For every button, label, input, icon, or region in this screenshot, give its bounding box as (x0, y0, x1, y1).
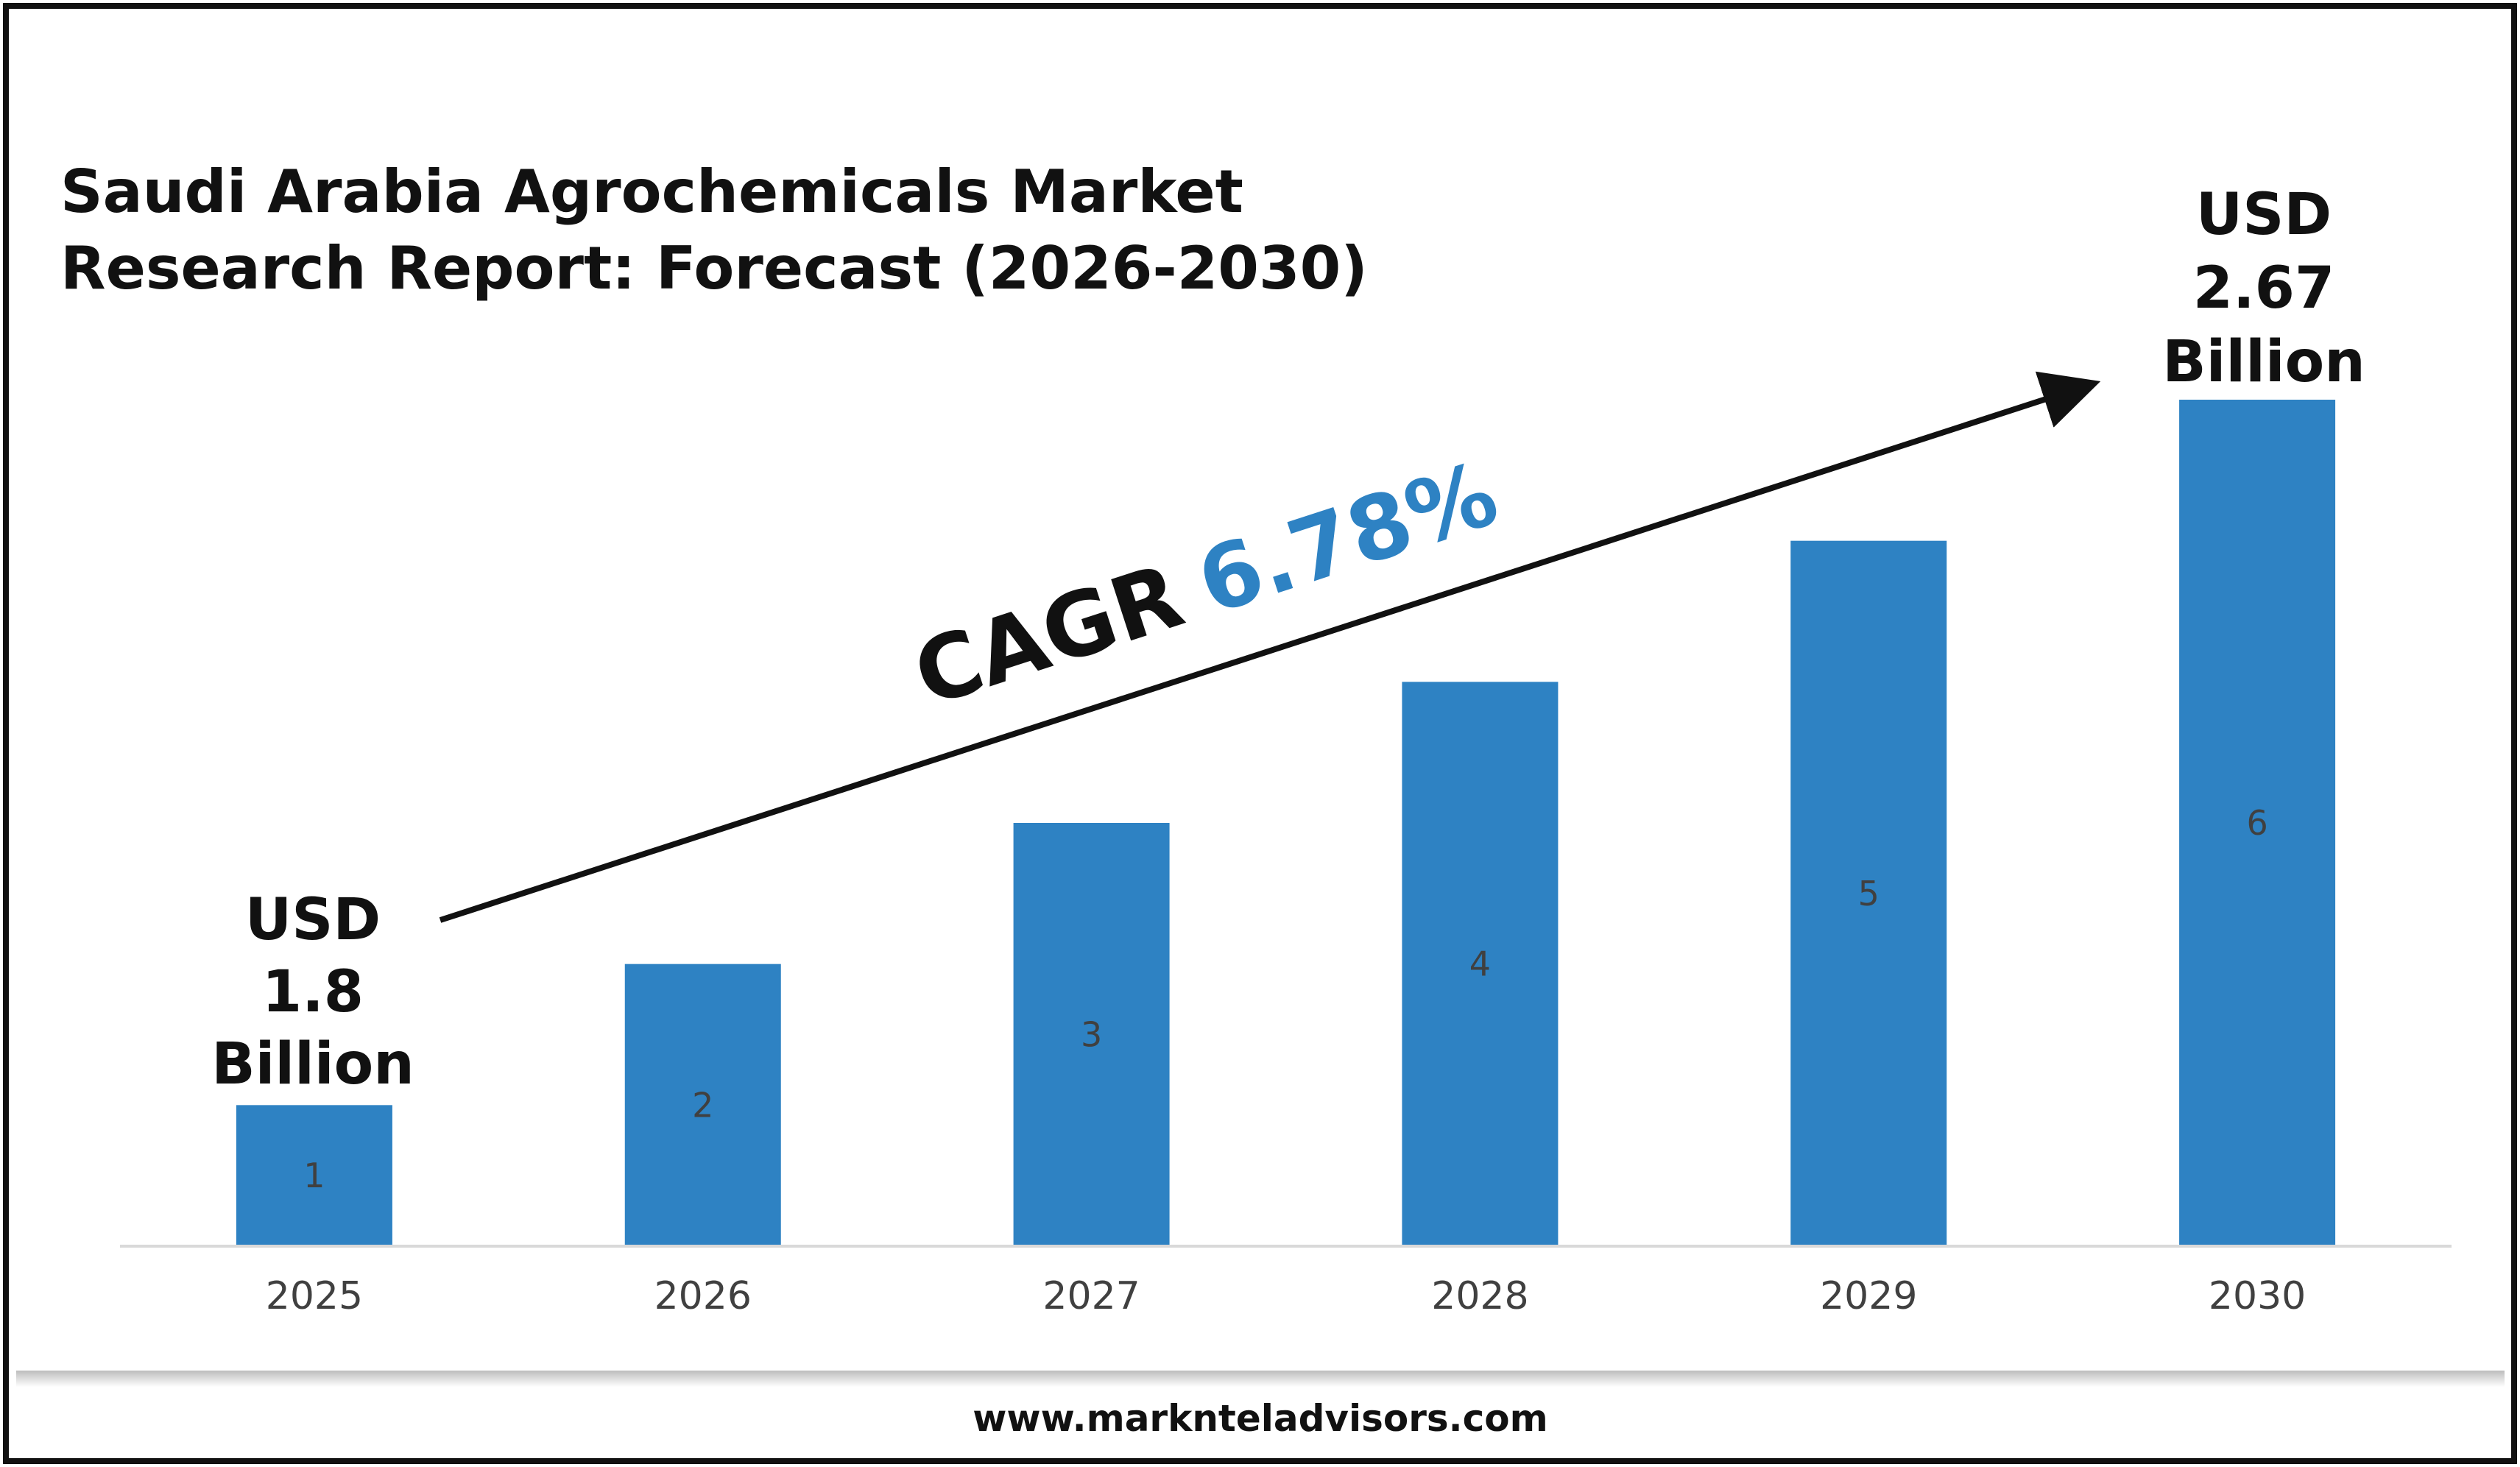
bar-data-label: 4 (1469, 944, 1491, 984)
bar-2026 (624, 964, 781, 1246)
x-tick-label: 2027 (1042, 1274, 1140, 1318)
x-tick-label: 2025 (266, 1274, 363, 1318)
trend-arrow (439, 371, 2101, 923)
bar-2028 (1402, 682, 1559, 1246)
bars-group (236, 400, 2336, 1246)
bar-data-label: 6 (2246, 803, 2267, 843)
chart-title-line-2: Research Report: Forecast (2026-2030) (60, 234, 1368, 303)
x-axis-tick-labels: 2025 2026 2027 2028 2029 2030 (266, 1274, 2307, 1318)
start-callout-line-3: Billion (211, 1031, 414, 1097)
outer-frame (3, 3, 2517, 1464)
bar-data-labels: 1 2 3 4 5 6 (303, 803, 2267, 1195)
chart-title-line-1: Saudi Arabia Agrochemicals Market (60, 158, 1243, 226)
bar-data-label: 5 (1858, 874, 1880, 913)
bar-data-label: 1 (303, 1156, 325, 1195)
x-tick-label: 2029 (1820, 1274, 1917, 1318)
bar-2027 (1013, 823, 1170, 1246)
x-tick-label: 2028 (1431, 1274, 1528, 1318)
start-callout-line-1: USD (245, 887, 381, 953)
x-tick-label: 2026 (654, 1274, 752, 1318)
bar-2025 (236, 1105, 392, 1246)
end-callout-line-2: 2.67 (2193, 255, 2334, 322)
start-callout-line-2: 1.8 (262, 959, 364, 1025)
cagr-label: CAGR (903, 545, 1195, 727)
bar-2029 (1790, 540, 1947, 1246)
footer-separator (16, 1371, 2505, 1387)
cagr-value: 6.78% (1186, 443, 1509, 635)
bar-data-label: 2 (692, 1085, 713, 1125)
bar-2030 (2179, 400, 2336, 1246)
end-callout-line-1: USD (2196, 182, 2332, 248)
x-tick-label: 2030 (2209, 1274, 2306, 1318)
bar-data-label: 3 (1081, 1015, 1102, 1055)
end-callout-line-3: Billion (2162, 329, 2365, 395)
footer-website: www.marknteladvisors.com (973, 1397, 1548, 1440)
